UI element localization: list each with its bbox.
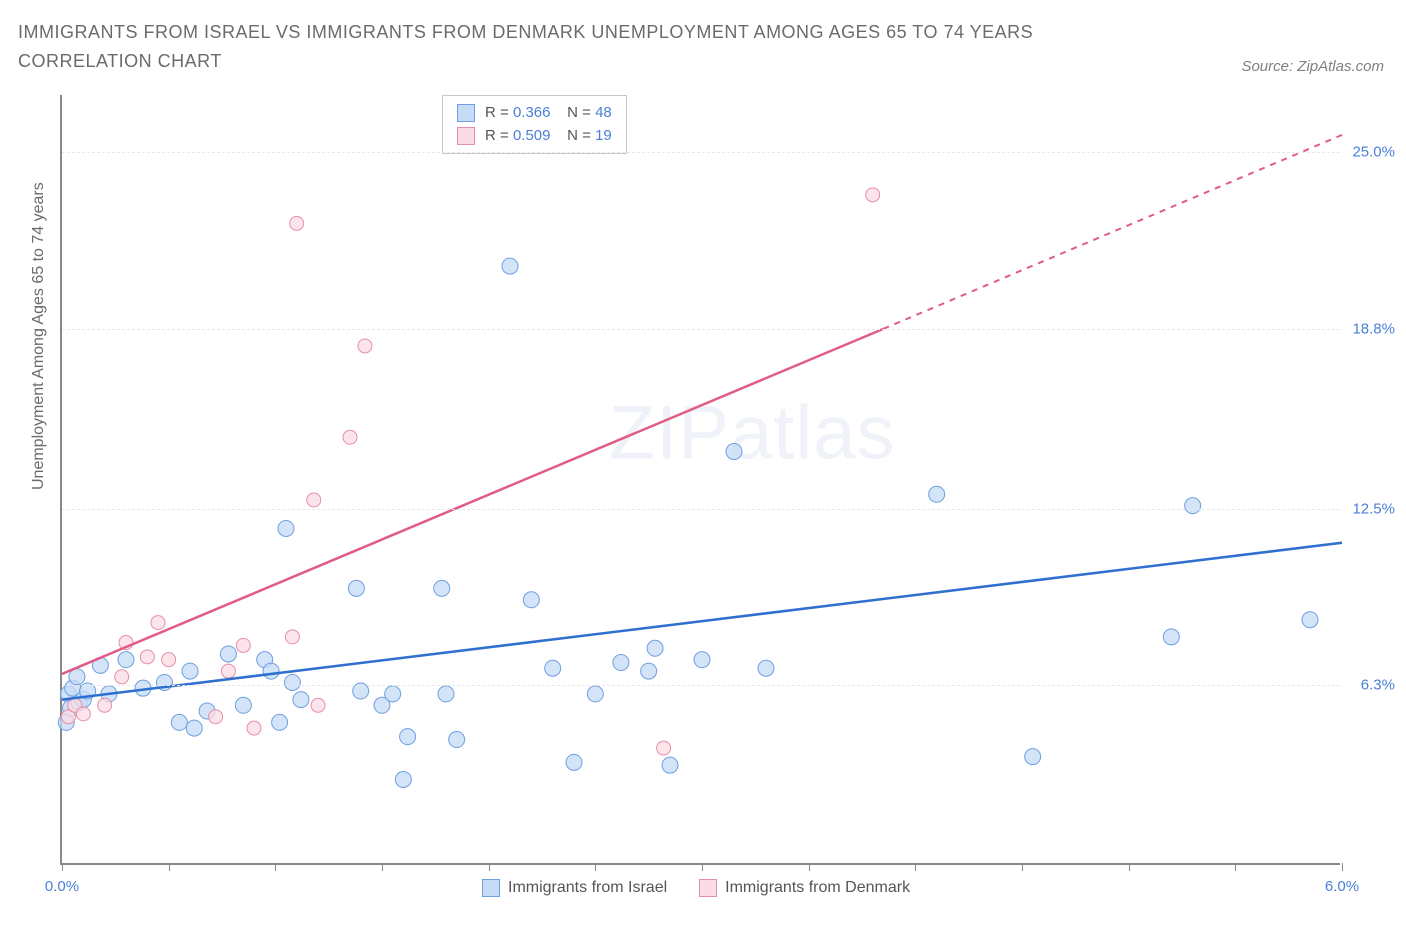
chart-title: IMMIGRANTS FROM ISRAEL VS IMMIGRANTS FRO… xyxy=(18,18,1118,76)
x-tick xyxy=(1235,863,1236,871)
x-tick xyxy=(1129,863,1130,871)
gridline xyxy=(62,329,1340,330)
x-tick xyxy=(489,863,490,871)
x-tick xyxy=(275,863,276,871)
chart-svg xyxy=(62,95,1340,863)
legend-label: Immigrants from Denmark xyxy=(725,879,910,897)
x-tick xyxy=(1022,863,1023,871)
gridline xyxy=(62,685,1340,686)
x-tick xyxy=(809,863,810,871)
x-tick-label: 6.0% xyxy=(1325,878,1359,895)
plot-area: ZIPatlas R = 0.366 N = 48R = 0.509 N = 1… xyxy=(60,95,1340,865)
x-tick xyxy=(915,863,916,871)
legend-label: Immigrants from Israel xyxy=(508,879,667,897)
legend-stat-text: R = 0.366 N = 48 xyxy=(485,102,612,125)
legend-item: Immigrants from Israel xyxy=(482,879,667,897)
y-tick-label: 25.0% xyxy=(1352,144,1395,161)
gridline xyxy=(62,152,1340,153)
y-tick-label: 6.3% xyxy=(1361,677,1395,694)
x-tick xyxy=(1342,863,1343,871)
x-tick xyxy=(382,863,383,871)
y-axis-label: Unemployment Among Ages 65 to 74 years xyxy=(30,182,48,490)
x-tick xyxy=(595,863,596,871)
y-tick-label: 12.5% xyxy=(1352,500,1395,517)
x-tick xyxy=(702,863,703,871)
legend-series: Immigrants from Israel Immigrants from De… xyxy=(482,879,910,897)
legend-item: Immigrants from Denmark xyxy=(699,879,910,897)
gridline xyxy=(62,509,1340,510)
legend-swatch xyxy=(482,879,500,897)
legend-row: R = 0.509 N = 19 xyxy=(457,125,612,148)
legend-stat-text: R = 0.509 N = 19 xyxy=(485,125,612,148)
legend-swatch xyxy=(699,879,717,897)
source-attribution: Source: ZipAtlas.com xyxy=(1241,58,1384,75)
x-tick xyxy=(169,863,170,871)
y-tick-label: 18.8% xyxy=(1352,320,1395,337)
legend-correlation-box: R = 0.366 N = 48R = 0.509 N = 19 xyxy=(442,95,627,154)
legend-swatch xyxy=(457,127,475,145)
legend-swatch xyxy=(457,104,475,122)
x-tick xyxy=(62,863,63,871)
legend-row: R = 0.366 N = 48 xyxy=(457,102,612,125)
x-tick-label: 0.0% xyxy=(45,878,79,895)
